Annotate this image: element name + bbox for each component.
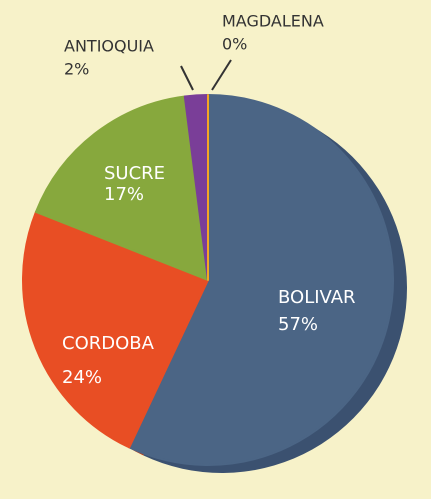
leader-line <box>211 59 232 91</box>
leader-line <box>180 65 194 91</box>
slice-label: MAGDALENA <box>222 12 324 31</box>
slice <box>22 210 209 449</box>
slice-label: ANTIOQUIA <box>64 37 154 56</box>
value-label: 17% <box>104 184 144 205</box>
slice-label: CORDOBA <box>62 333 155 354</box>
value-label: 24% <box>62 367 102 388</box>
value-label: 0% <box>222 35 247 54</box>
value-label: 57% <box>278 314 318 335</box>
slice <box>128 94 394 466</box>
value-label: 2% <box>64 60 89 79</box>
slice-label: BOLIVAR <box>278 287 356 308</box>
slice-label: SUCRE <box>104 163 165 184</box>
slice <box>34 95 209 281</box>
